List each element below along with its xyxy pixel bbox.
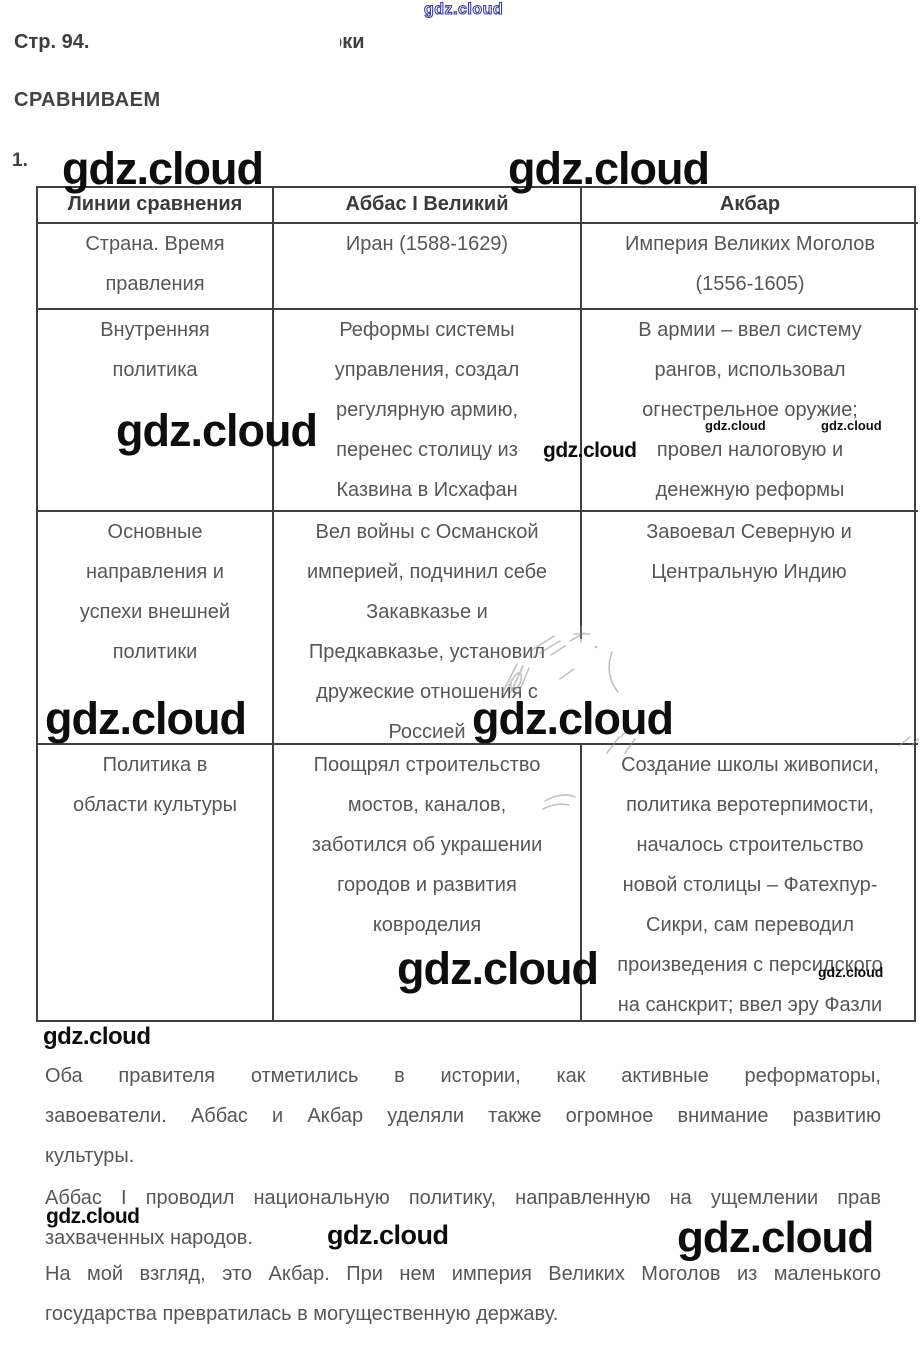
table-cell: Иран (1588-1629)	[272, 222, 580, 308]
paragraph-line: культуры.	[45, 1145, 135, 1167]
table-cell: Страна. Время правления	[38, 222, 272, 308]
gdz-watermark: gdz.cloud	[62, 143, 264, 194]
gdz-watermark: gdz.cloud	[677, 1213, 874, 1262]
gdz-watermark-top-blue: gdz.cloud	[423, 1, 504, 18]
table-cell: Вел войны с Османской империей, подчинил…	[272, 510, 580, 743]
page-number-label: Стр. 94.	[14, 31, 90, 53]
paragraph-line: государства превратилась в могущественну…	[45, 1303, 559, 1325]
gdz-watermark: gdz.cloud	[472, 693, 674, 744]
gdz-watermark: gdz.cloud	[397, 943, 599, 994]
table-cell: В армии – ввел систему рангов, использов…	[580, 308, 918, 510]
gdz-watermark: gdz.cloud	[821, 418, 882, 433]
conclusion-paragraph-3: На мой взгляд, это Акбар. При нем импери…	[45, 1254, 881, 1334]
table-cell: Политика в области культуры	[38, 743, 272, 1020]
table-cell: Империя Великих Моголов (1556-1605)	[580, 222, 918, 308]
conclusion-paragraph-2: Аббас I проводил национальную политику, …	[45, 1178, 881, 1258]
table-cell: Создание школы живописи, политика вероте…	[580, 743, 918, 1020]
gdz-watermark: gdz.cloud	[43, 1023, 151, 1050]
table-header-akbar: Акбар	[580, 188, 918, 222]
paragraph-line: На мой взгляд, это Акбар. При нем импери…	[45, 1263, 881, 1285]
gdz-watermark: gdz.cloud	[327, 1220, 449, 1250]
table-cell: Реформы системы управления, создал регул…	[272, 308, 580, 510]
table-header-abbas: Аббас I Великий	[272, 188, 580, 222]
paragraph-line: Аббас I проводил национальную политику, …	[45, 1187, 881, 1209]
gdz-watermark: gdz.cloud	[45, 693, 247, 744]
section-title: СРАВНИВАЕМ	[14, 89, 161, 111]
paragraph-line: захваченных народов.	[45, 1227, 253, 1249]
conclusion-paragraph-1: Оба правителя отметились в истории, как …	[45, 1056, 881, 1176]
table-cell: Основные направления и успехи внешней по…	[38, 510, 272, 743]
paragraph-line: Оба правителя отметились в истории, как …	[45, 1065, 881, 1087]
table-cell: Внутренняя политика	[38, 308, 272, 510]
table-cell: Поощрял строительство мостов, каналов, з…	[272, 743, 580, 1020]
gdz-watermark: gdz.cloud	[46, 1205, 140, 1228]
comparison-table: Линии сравнения Аббас I Великий Акбар Ст…	[36, 186, 918, 1022]
paragraph-line: завоеватели. Аббас и Акбар уделяли также…	[45, 1105, 881, 1127]
gdz-watermark: gdz.cloud	[508, 143, 710, 194]
table-header-criteria: Линии сравнения	[67, 193, 243, 215]
gdz-watermark: gdz.cloud	[116, 405, 318, 456]
gdz-watermark: gdz.cloud	[543, 439, 637, 462]
item-number: 1.	[12, 150, 28, 171]
gdz-watermark: gdz.cloud	[818, 964, 884, 980]
gdz-watermark: gdz.cloud	[705, 418, 766, 433]
page-header-fragment: оки	[330, 31, 365, 53]
table-cell: Завоевал Северную и Центральную Индию	[580, 510, 918, 743]
